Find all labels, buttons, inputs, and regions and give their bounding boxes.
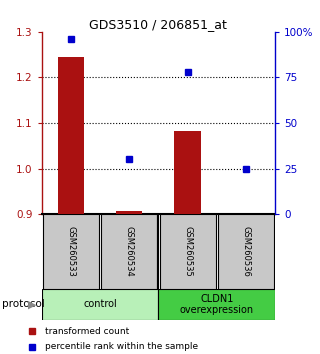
- Bar: [158, 289, 275, 320]
- Text: GSM260534: GSM260534: [125, 226, 134, 277]
- Bar: [218, 214, 274, 289]
- Text: control: control: [83, 299, 117, 309]
- Text: transformed count: transformed count: [45, 326, 129, 336]
- Bar: [116, 211, 142, 214]
- Text: GSM260536: GSM260536: [242, 226, 251, 277]
- Text: percentile rank within the sample: percentile rank within the sample: [45, 342, 198, 352]
- Text: protocol: protocol: [2, 299, 44, 309]
- Bar: [101, 214, 157, 289]
- Text: CLDN1
overexpression: CLDN1 overexpression: [180, 293, 254, 315]
- Text: GSM260533: GSM260533: [66, 226, 75, 277]
- Bar: [58, 57, 84, 214]
- Bar: [43, 214, 99, 289]
- Bar: [42, 289, 158, 320]
- Title: GDS3510 / 206851_at: GDS3510 / 206851_at: [90, 18, 227, 31]
- Text: GSM260535: GSM260535: [183, 226, 192, 277]
- Bar: [160, 214, 216, 289]
- Text: ▶: ▶: [28, 299, 37, 309]
- Bar: [174, 131, 201, 214]
